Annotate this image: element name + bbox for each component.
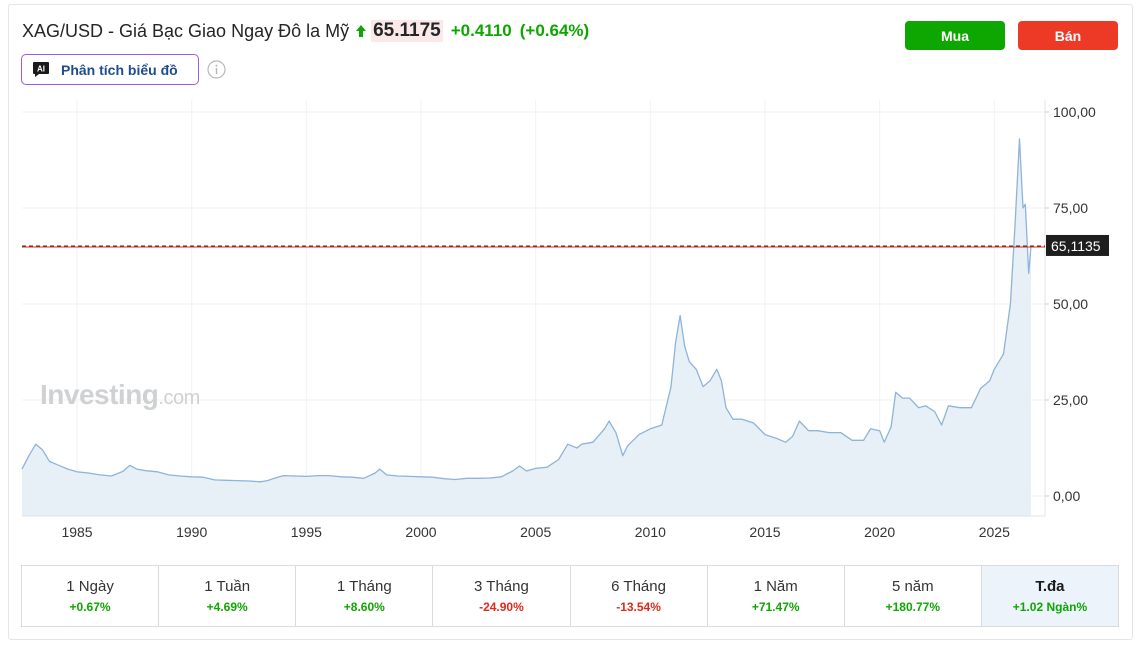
price-change-percent: (+0.64%) <box>519 21 590 40</box>
period-label: T.đa <box>1035 578 1065 595</box>
period-selector: 1 Ngày +0.67% 1 Tuần +4.69% 1 Tháng +8.60% 3 T… <box>21 565 1119 627</box>
watermark-brand: Investing <box>40 379 158 410</box>
period-label: 1 Tuần <box>204 578 251 595</box>
period-label: 6 Tháng <box>611 578 666 595</box>
x-tick-label: 2000 <box>405 524 436 540</box>
period-change: +4.69% <box>206 600 248 614</box>
period-tab[interactable]: 1 Tuần +4.69% <box>159 566 297 626</box>
period-change: +0.67% <box>69 600 111 614</box>
chart-analysis-button[interactable]: AI Phân tích biểu đồ <box>21 54 199 85</box>
x-tick-label: 2020 <box>864 524 895 540</box>
period-label: 1 Năm <box>753 578 798 595</box>
svg-text:AI: AI <box>37 65 45 74</box>
period-tab[interactable]: 5 năm +180.77% <box>844 566 982 626</box>
period-change: +8.60% <box>343 600 385 614</box>
period-change: +71.47% <box>751 600 800 614</box>
current-price-label: 65,1135 <box>1051 238 1101 254</box>
period-tab[interactable]: 1 Năm +71.47% <box>707 566 845 626</box>
investing-watermark: Investing.com <box>40 379 200 410</box>
period-change: -24.90% <box>479 600 524 614</box>
y-tick-label: 25,00 <box>1053 392 1088 408</box>
watermark-suffix: .com <box>158 387 199 409</box>
chart-analysis-label: Phân tích biểu đồ <box>61 61 178 78</box>
y-tick-label: 50,00 <box>1053 296 1088 312</box>
instrument-header: XAG/USD - Giá Bạc Giao Ngay Đô la Mỹ 65.… <box>22 19 589 43</box>
x-tick-label: 1995 <box>291 524 322 540</box>
period-tab[interactable]: 6 Tháng -13.54% <box>570 566 708 626</box>
period-label: 1 Ngày <box>66 578 114 595</box>
period-tab[interactable]: 1 Ngày +0.67% <box>22 566 160 626</box>
y-tick-label: 100,00 <box>1053 104 1096 120</box>
y-tick-label: 0,00 <box>1053 488 1080 504</box>
price-change: +0.4110 <box>450 21 512 40</box>
period-label: 1 Tháng <box>336 578 392 595</box>
period-tab[interactable]: 1 Tháng +8.60% <box>296 566 434 626</box>
period-change: -13.54% <box>616 600 661 614</box>
period-tab[interactable]: T.đa +1.02 Ngàn% <box>981 566 1118 626</box>
x-tick-label: 2005 <box>520 524 551 540</box>
x-tick-label: 1985 <box>61 524 92 540</box>
series-area-fill <box>22 138 1031 516</box>
x-tick-label: 1990 <box>176 524 207 540</box>
sell-button[interactable]: Bán <box>1018 21 1118 50</box>
x-tick-label: 2025 <box>979 524 1010 540</box>
info-icon[interactable] <box>207 60 226 79</box>
up-arrow-icon <box>356 25 367 37</box>
last-price: 65.1175 <box>371 20 443 42</box>
x-tick-label: 2015 <box>749 524 780 540</box>
period-change: +1.02 Ngàn% <box>1012 600 1088 614</box>
instrument-title: XAG/USD - Giá Bạc Giao Ngay Đô la Mỹ <box>22 20 350 41</box>
price-chart[interactable]: Investing.com 100,00 75,00 50,00 25,00 0,00 19… <box>0 0 1141 560</box>
period-change: +180.77% <box>885 600 940 614</box>
period-label: 3 Tháng <box>474 578 529 595</box>
period-tab[interactable]: 3 Tháng -24.90% <box>433 566 571 626</box>
x-tick-label: 2010 <box>635 524 666 540</box>
ai-icon: AI <box>33 62 49 77</box>
buy-button[interactable]: Mua <box>905 21 1005 50</box>
y-tick-label: 75,00 <box>1053 200 1088 216</box>
series-line <box>21 138 1032 483</box>
period-label: 5 năm <box>891 578 934 595</box>
current-price-badge <box>1046 234 1109 256</box>
